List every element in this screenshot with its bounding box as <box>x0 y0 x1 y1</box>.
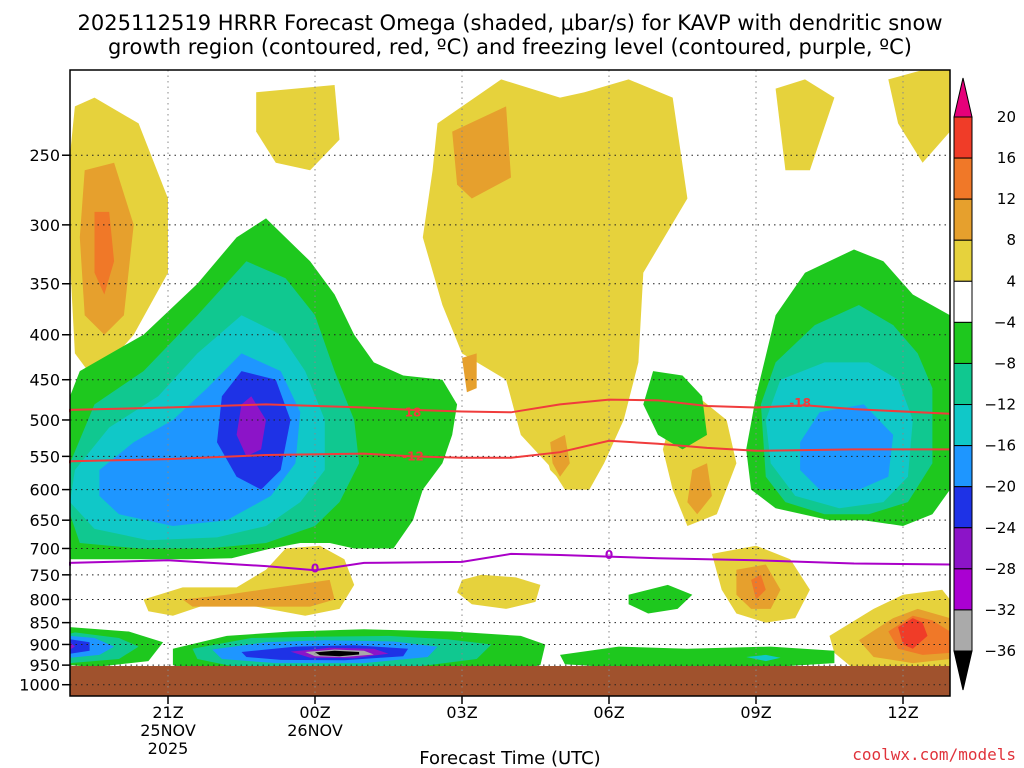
colorbar-label-13: −36 <box>984 642 1016 660</box>
omega-region-low-sink-right <box>560 646 835 668</box>
x-tick-label-03Z: 03Z <box>446 703 477 722</box>
y-tick-label-1000: 1000 <box>19 676 60 695</box>
x-tick-date-21Z: 25NOV <box>140 721 196 740</box>
x-tick-label-21Z: 21Z <box>152 703 183 722</box>
colorbar-label-6: −8 <box>994 354 1016 372</box>
y-tick-label-700: 700 <box>29 539 60 558</box>
omega-region-low-sink-right-2 <box>746 654 781 662</box>
y-tick-label-950: 950 <box>29 656 60 675</box>
omega-region-mid-lift-c-core <box>550 434 570 477</box>
y-tick-label-900: 900 <box>29 635 60 654</box>
colorbar-bin-8 <box>953 445 973 488</box>
omega-region-mid-lift-e-core <box>687 463 712 515</box>
chart-title-line-2: growth region (contoured, red, ºC) and f… <box>108 35 912 59</box>
ground-surface <box>70 666 950 696</box>
omega-region-low-sink-center-7 <box>315 650 360 657</box>
y-tick-label-350: 350 <box>29 275 60 294</box>
omega-region-upper-lift-left-max <box>94 211 115 295</box>
x-tick-label-12Z: 12Z <box>887 703 918 722</box>
contour-labels: 18 -12 0 0 -18 <box>311 396 811 576</box>
omega-region-sink-right-4 <box>800 404 894 490</box>
y-tick-label-800: 800 <box>29 590 60 609</box>
omega-region-upper-lift-top <box>256 85 340 171</box>
omega-region-sink-mid <box>643 371 707 450</box>
omega-region-lowlift-d-4 <box>898 618 928 649</box>
colorbar-top-arrow <box>953 77 973 118</box>
colorbar-label-7: −12 <box>984 396 1016 414</box>
chart-title-line-1: 2025112519 HRRR Forecast Omega (shaded, … <box>78 11 943 35</box>
colorbar-label-8: −16 <box>984 437 1016 455</box>
colorbar-label-3: 8 <box>1006 231 1016 249</box>
y-tick-label-650: 650 <box>29 511 60 530</box>
colorbar-bin-1 <box>953 157 973 200</box>
x-tick-date-00Z: 26NOV <box>287 721 343 740</box>
omega-region-lowlift-c-max <box>751 574 766 600</box>
colorbar-label-10: −24 <box>984 519 1016 537</box>
colorbar-bin-7 <box>953 404 973 447</box>
y-tick-label-300: 300 <box>29 216 60 235</box>
contour-label-1: -12 <box>402 449 424 463</box>
x-axis-title: Forecast Time (UTC) <box>419 748 600 768</box>
omega-region-upper-lift-right <box>775 79 835 171</box>
colorbar-bin-3 <box>953 239 973 282</box>
omega-region-low-sink-far-left-4 <box>70 639 90 654</box>
colorbar-label-1: 16 <box>997 149 1016 167</box>
contour-label-4: -18 <box>789 396 811 410</box>
colorbar-label-0: 20 <box>997 108 1016 126</box>
colorbar-bin-12 <box>953 609 973 652</box>
contour--18C-dendritic <box>69 398 951 415</box>
colorbar-bin-9 <box>953 486 973 529</box>
y-tick-label-250: 250 <box>29 146 60 165</box>
y-tick-label-500: 500 <box>29 411 60 430</box>
colorbar: 20 16 12 8 4 −4 −8 −12 −16 −20 −24 −28 −32 −36 <box>953 77 1016 691</box>
colorbar-label-2: 12 <box>997 190 1016 208</box>
colorbar-bin-10 <box>953 527 973 570</box>
plot-frame <box>69 69 951 697</box>
colorbar-bin-0 <box>953 116 973 159</box>
y-tick-label-750: 750 <box>29 566 60 585</box>
colorbar-bin-5 <box>953 321 973 364</box>
y-tick-label-600: 600 <box>29 481 60 500</box>
x-tick-label-09Z: 09Z <box>740 703 771 722</box>
contour-lines <box>69 398 951 572</box>
contour-0C-freezing-level <box>69 552 951 572</box>
omega-region-upper-lift-topright <box>888 70 950 163</box>
x-tick-label-06Z: 06Z <box>593 703 624 722</box>
colorbar-bin-2 <box>953 198 973 241</box>
colorbar-label-4: 4 <box>1006 272 1016 290</box>
colorbar-label-5: −4 <box>994 313 1016 331</box>
colorbar-bin-6 <box>953 362 973 406</box>
x-tick-year-21Z: 2025 <box>148 739 189 758</box>
y-tick-label-450: 450 <box>29 371 60 390</box>
omega-region-mid-lift-d-core <box>462 353 477 393</box>
y-tick-label-550: 550 <box>29 447 60 466</box>
colorbar-label-12: −32 <box>984 601 1016 619</box>
contour--12C-dendritic <box>69 439 950 464</box>
omega-filled-contours <box>70 70 950 679</box>
colorbar-label-11: −28 <box>984 560 1016 578</box>
y-axis: 250 300 350 400 450 500 550 600 650 700 750 800 850 9… <box>19 146 70 695</box>
y-tick-label-850: 850 <box>29 614 60 633</box>
colorbar-label-9: −20 <box>984 478 1016 496</box>
omega-region-low-sink-small <box>628 584 693 614</box>
omega-region-upper-lift-central-core <box>452 106 511 199</box>
contour-label-0: 18 <box>405 405 422 419</box>
colorbar-bin-11 <box>953 568 973 611</box>
credit-text: coolwx.com/models <box>852 745 1016 764</box>
contour-label-3: 0 <box>605 548 613 562</box>
colorbar-bin-4 <box>953 280 973 323</box>
colorbar-bottom-arrow <box>953 650 973 691</box>
omega-region-lowlift-b <box>457 574 541 609</box>
omega-region-sink-left-6 <box>236 396 266 457</box>
grid-lines <box>70 70 950 696</box>
y-tick-label-400: 400 <box>29 326 60 345</box>
contour-label-2: 0 <box>311 562 319 576</box>
x-tick-label-00Z: 00Z <box>299 703 330 722</box>
